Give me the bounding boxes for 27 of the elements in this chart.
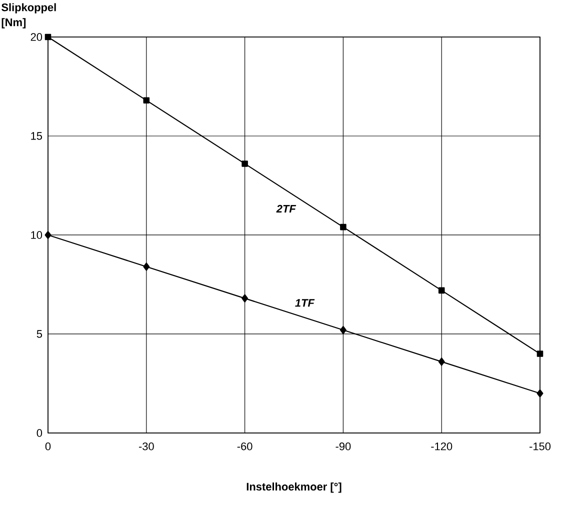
- point: [340, 224, 346, 230]
- series-label: 2TF: [276, 204, 296, 213]
- y-tick-label: 10: [31, 231, 42, 239]
- point: [438, 358, 445, 366]
- x-tick-label: -120: [431, 442, 452, 450]
- y-tick-label: 15: [31, 132, 42, 140]
- point: [143, 262, 150, 271]
- y-tick-label: 0: [36, 429, 42, 437]
- x-axis-title: Instelhoekmoer [°]: [246, 482, 342, 493]
- y-tick-label: 20: [30, 33, 42, 41]
- point: [536, 350, 544, 357]
- point: [242, 160, 248, 167]
- series-label: 1TF: [295, 299, 315, 307]
- y-tick-label: 5: [36, 330, 42, 338]
- x-tick-label: -30: [138, 442, 154, 450]
- point: [44, 34, 52, 40]
- point: [438, 287, 445, 294]
- point: [242, 294, 248, 302]
- point: [536, 389, 544, 398]
- x-tick-label: -90: [336, 442, 351, 450]
- point: [340, 326, 346, 334]
- point: [44, 230, 52, 240]
- x-tick-label: 0: [45, 442, 51, 450]
- y-axis-title: Slipkoppel [Nm]: [2, 3, 56, 28]
- x-tick-label: -60: [237, 442, 252, 450]
- x-tick-label: -150: [530, 442, 551, 450]
- point: [143, 97, 150, 104]
